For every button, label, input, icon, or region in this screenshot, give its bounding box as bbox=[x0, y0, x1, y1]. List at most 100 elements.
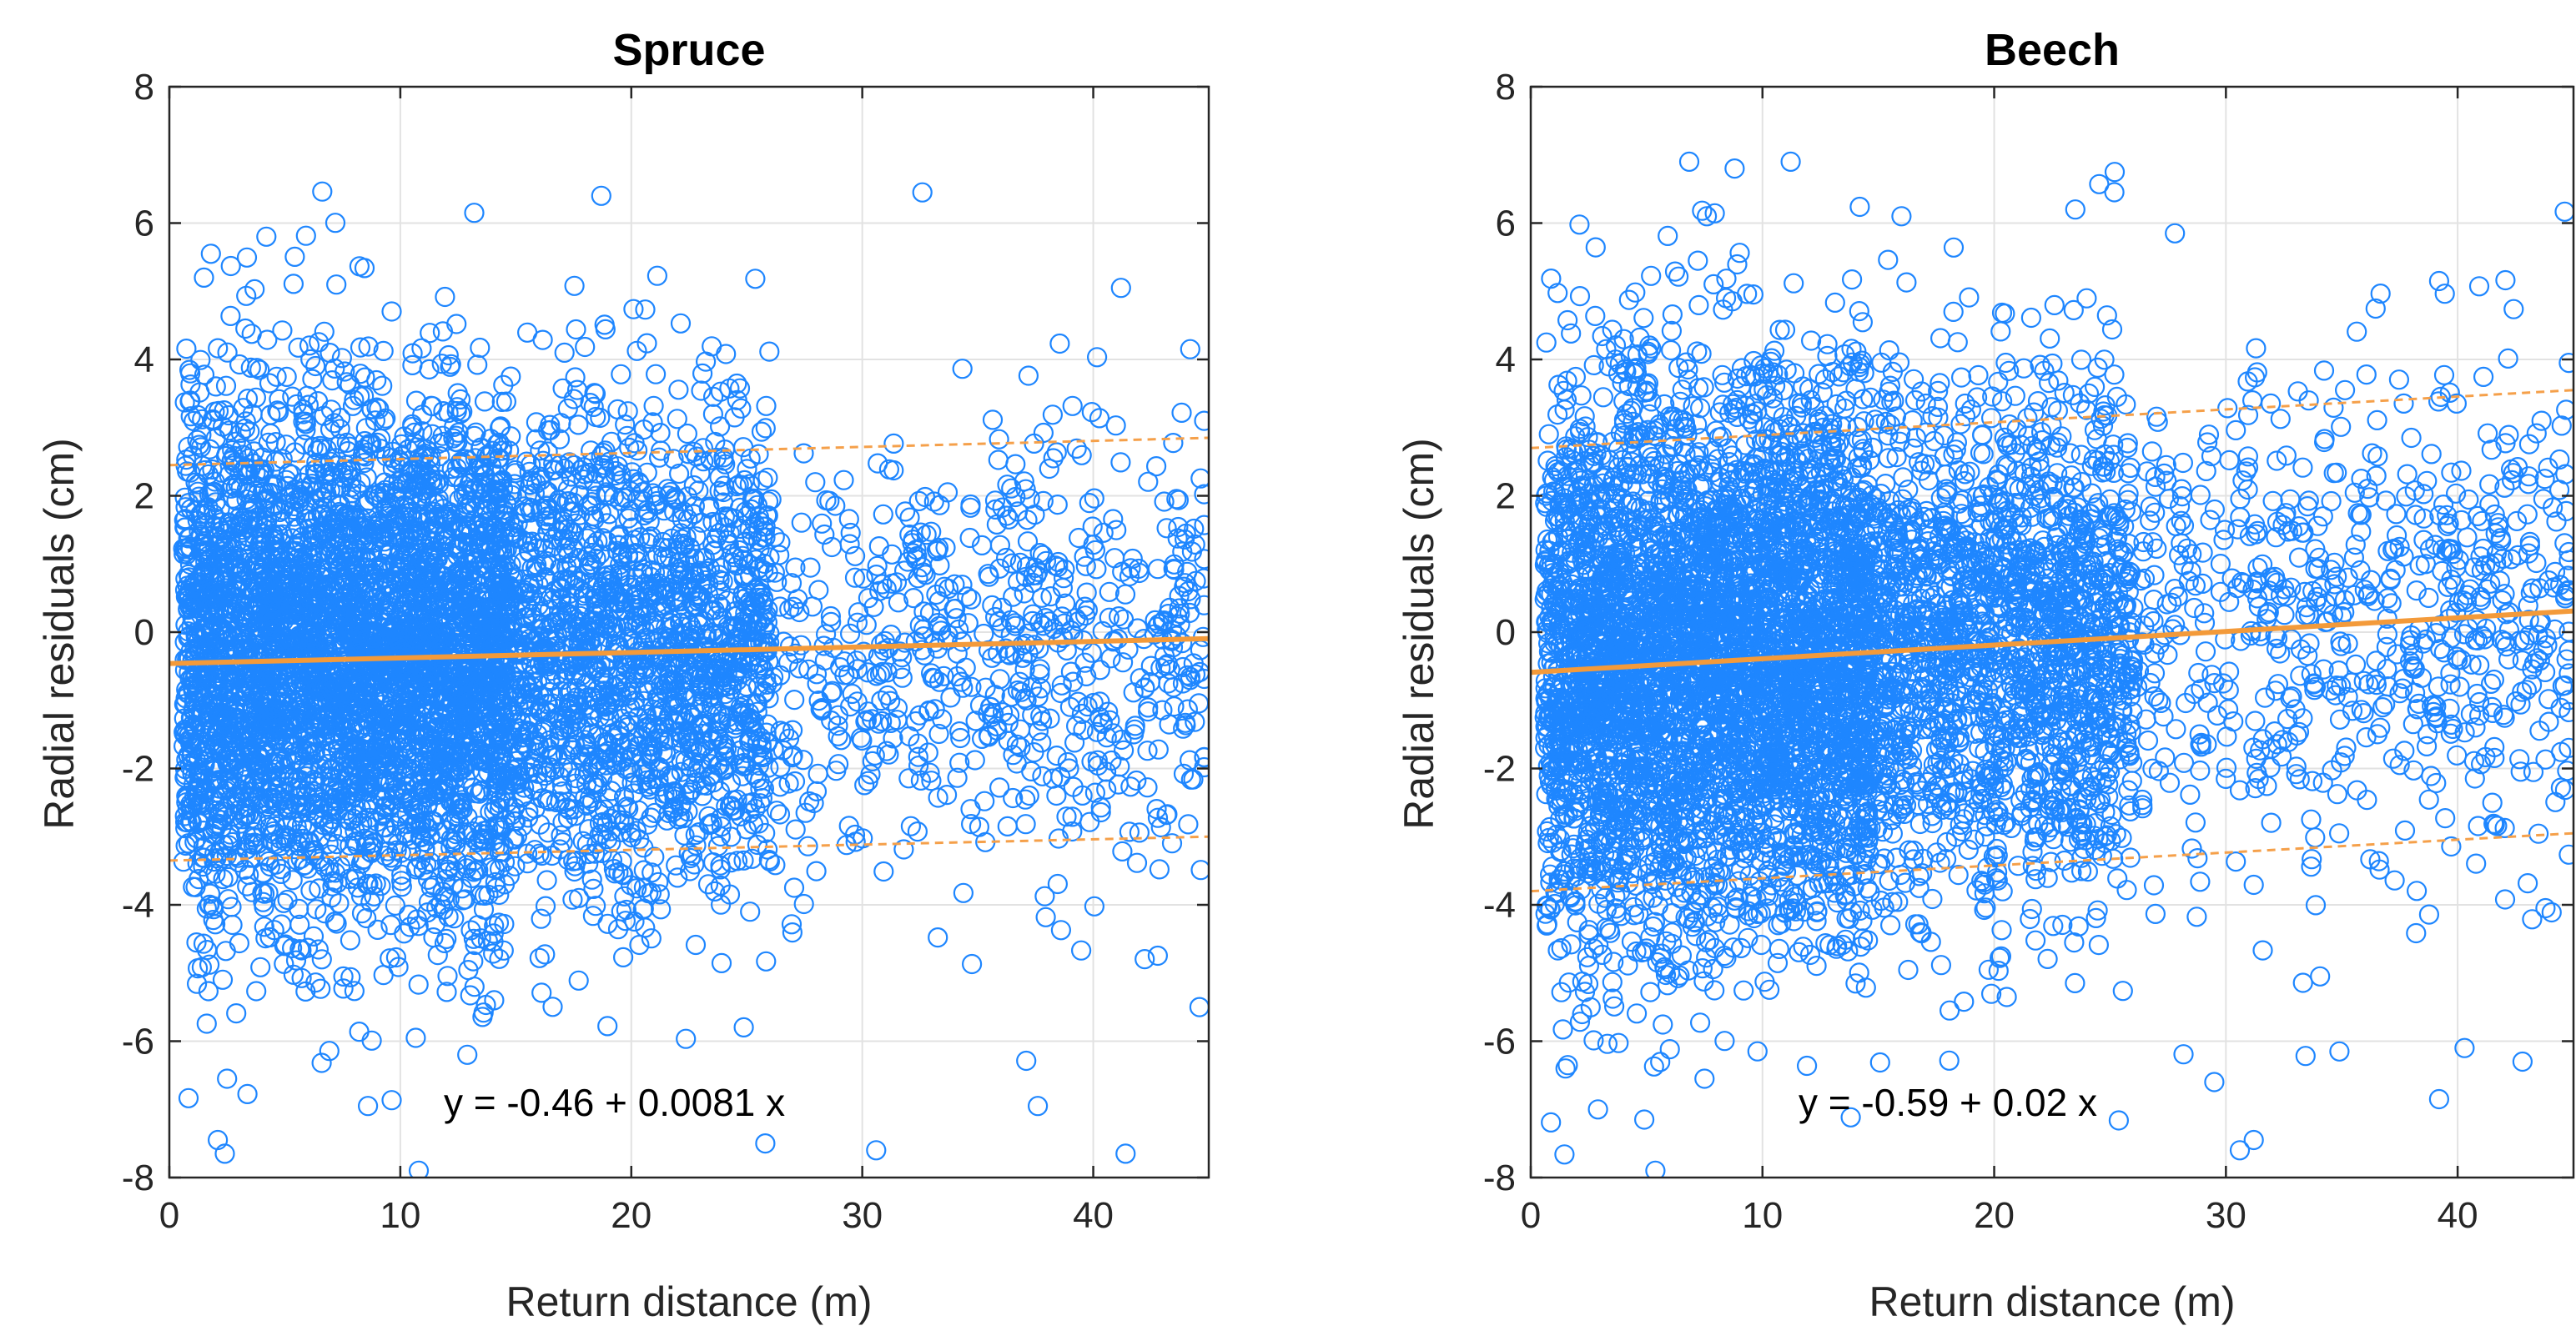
spruce-data-point bbox=[1114, 584, 1136, 605]
spruce-data-point bbox=[747, 834, 768, 856]
spruce-data-point bbox=[536, 870, 557, 891]
spruce-data-point bbox=[506, 826, 528, 846]
spruce-data-point bbox=[641, 774, 662, 795]
spruce-data-point bbox=[1004, 615, 1026, 636]
spruce-data-point bbox=[367, 919, 388, 941]
spruce-data-point bbox=[852, 730, 873, 751]
spruce-data-point bbox=[1030, 678, 1052, 699]
spruce-data-point bbox=[1112, 561, 1133, 582]
spruce-data-point bbox=[519, 583, 540, 604]
spruce-data-point bbox=[391, 876, 412, 897]
spruce-data-point bbox=[297, 858, 318, 879]
spruce-data-point bbox=[319, 419, 341, 440]
spruce-data-point bbox=[415, 840, 435, 861]
spruce-data-point bbox=[306, 674, 327, 696]
spruce-data-point bbox=[568, 970, 589, 991]
spruce-data-point bbox=[237, 876, 258, 897]
spruce-data-point bbox=[1084, 488, 1104, 509]
spruce-data-point bbox=[510, 721, 531, 742]
spruce-data-point bbox=[356, 907, 377, 929]
spruce-data-point bbox=[722, 790, 743, 811]
spruce-data-point bbox=[800, 557, 821, 578]
spruce-data-point bbox=[1160, 659, 1180, 681]
spruce-data-point bbox=[1164, 696, 1185, 717]
spruce-data-point bbox=[844, 545, 866, 566]
spruce-data-point bbox=[740, 902, 761, 922]
spruce-data-point bbox=[782, 922, 803, 943]
spruce-data-point bbox=[345, 868, 365, 889]
spruce-data-point bbox=[1047, 873, 1069, 895]
spruce-data-point bbox=[709, 467, 730, 488]
spruce-data-point bbox=[535, 896, 556, 917]
spruce-data-point bbox=[1029, 659, 1050, 680]
spruce-data-point bbox=[282, 870, 303, 891]
spruce-data-point bbox=[205, 428, 226, 449]
spruce-data-point bbox=[867, 555, 888, 576]
spruce-data-point bbox=[581, 869, 602, 890]
spruce-data-point bbox=[616, 899, 637, 921]
spruce-data-point bbox=[632, 564, 654, 585]
spruce-data-point bbox=[566, 513, 586, 534]
spruce-data-point bbox=[355, 418, 376, 439]
spruce-data-point bbox=[565, 367, 586, 388]
spruce-data-point bbox=[1120, 776, 1141, 797]
spruce-data-point bbox=[908, 746, 928, 767]
spruce-data-point bbox=[537, 822, 559, 843]
spruce-data-point bbox=[491, 391, 512, 412]
spruce-data-point bbox=[174, 487, 195, 508]
spruce-data-point bbox=[250, 957, 271, 977]
spruce-data-point bbox=[685, 934, 707, 956]
spruce-data-point bbox=[984, 685, 1005, 706]
spruce-data-point bbox=[190, 349, 211, 370]
spruce-data-point bbox=[344, 981, 365, 1002]
spruce-data-point bbox=[736, 676, 757, 697]
spruce-data-point bbox=[494, 913, 515, 935]
spruce-data-point bbox=[915, 565, 936, 585]
spruce-data-point bbox=[564, 275, 585, 296]
spruce-data-point bbox=[1106, 520, 1127, 540]
spruce-data-point bbox=[373, 964, 394, 986]
spruce-data-point bbox=[908, 490, 929, 512]
spruce-data-point bbox=[540, 555, 561, 576]
spruce-data-point bbox=[1145, 455, 1167, 477]
spruce-data-point bbox=[749, 771, 770, 791]
spruce-data-point bbox=[542, 997, 563, 1017]
spruce-data-point bbox=[331, 348, 352, 369]
spruce-data-point bbox=[703, 625, 724, 645]
spruce-data-point bbox=[203, 909, 224, 931]
spruce-data-point bbox=[1035, 607, 1056, 629]
spruce-data-point bbox=[531, 470, 551, 490]
spruce-data-point bbox=[294, 434, 314, 455]
spruce-data-point bbox=[468, 860, 489, 881]
spruce-data-point bbox=[529, 843, 550, 864]
spruce-data-point bbox=[570, 460, 591, 480]
spruce-data-point bbox=[1066, 438, 1087, 460]
spruce-data-point bbox=[793, 443, 814, 464]
spruce-data-point bbox=[491, 517, 512, 539]
spruce-data-point bbox=[226, 1002, 247, 1024]
spruce-data-point bbox=[985, 499, 1006, 520]
spruce-data-point bbox=[958, 613, 979, 634]
spruce-data-point bbox=[236, 247, 258, 268]
spruce-data-point bbox=[549, 429, 571, 450]
spruce-data-point bbox=[805, 472, 826, 493]
spruce-data-point bbox=[1194, 515, 1209, 535]
spruce-data-point bbox=[355, 430, 375, 452]
spruce-data-point bbox=[965, 711, 986, 731]
spruce-data-point bbox=[746, 767, 767, 789]
spruce-data-point bbox=[1178, 814, 1199, 835]
spruce-data-point bbox=[685, 824, 706, 846]
spruce-data-point bbox=[485, 871, 506, 893]
spruce-data-point bbox=[391, 559, 412, 580]
spruce-data-point bbox=[810, 699, 831, 720]
spruce-data-point bbox=[402, 354, 423, 375]
spruce-data-point bbox=[1086, 559, 1107, 580]
spruce-data-point bbox=[1103, 509, 1124, 530]
spruce-data-point bbox=[957, 586, 978, 607]
spruce-data-point bbox=[330, 408, 351, 429]
spruce-data-point bbox=[1063, 671, 1084, 692]
spruce-data-point bbox=[582, 906, 604, 927]
spruce-data-point bbox=[552, 811, 573, 832]
spruce-data-point bbox=[1112, 652, 1134, 673]
spruce-data-point bbox=[682, 845, 703, 866]
